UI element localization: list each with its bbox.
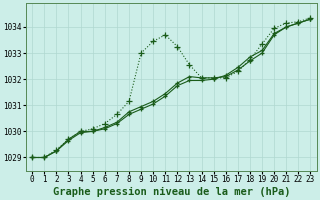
X-axis label: Graphe pression niveau de la mer (hPa): Graphe pression niveau de la mer (hPa) <box>52 186 290 197</box>
